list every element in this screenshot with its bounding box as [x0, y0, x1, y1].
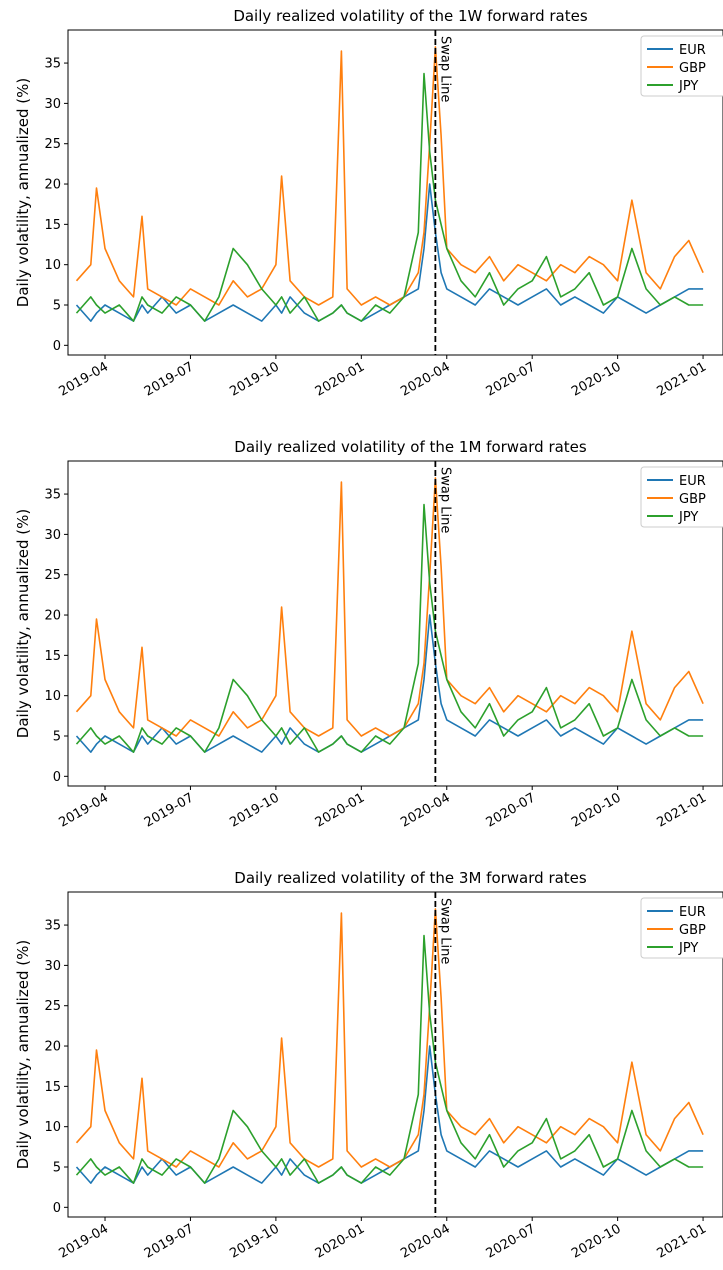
legend-label: GBP	[679, 923, 706, 938]
y-tick-label: 35	[44, 488, 61, 503]
y-tick-label: 25	[44, 568, 61, 583]
y-tick-label: 0	[53, 770, 61, 785]
y-tick-label: 15	[44, 1080, 61, 1095]
chart-title: Daily realized volatility of the 1M forw…	[234, 438, 587, 456]
y-axis-label: Daily volatility, annualized (%)	[14, 940, 32, 1169]
series-line	[75, 183, 704, 322]
y-tick-label: 5	[53, 1161, 61, 1176]
chart-title: Daily realized volatility of the 3M forw…	[234, 869, 587, 887]
series-line	[75, 614, 704, 753]
series-line	[75, 908, 704, 1168]
x-tick-label: 2020-10	[569, 790, 624, 830]
x-tick-label: 2020-07	[484, 1221, 539, 1261]
axes-frame	[67, 891, 723, 1218]
chart-title: Daily realized volatility of the 1W forw…	[233, 7, 588, 25]
y-tick-label: 20	[44, 178, 61, 193]
y-tick-label: 5	[53, 299, 61, 314]
y-tick-label: 15	[44, 649, 61, 664]
y-tick-label: 25	[44, 137, 61, 152]
series-line	[75, 934, 704, 1184]
y-tick-label: 10	[44, 1120, 61, 1135]
swap-line-label: Swap Line	[437, 36, 452, 102]
y-tick-label: 35	[44, 57, 61, 72]
legend-box	[640, 35, 723, 97]
y-tick-label: 30	[44, 97, 61, 112]
x-tick-label: 2021-01	[655, 1221, 710, 1261]
subplot: Daily realized volatility of the 3M forw…	[14, 869, 723, 1262]
x-tick-label: 2020-01	[313, 1221, 368, 1261]
x-tick-label: 2020-07	[484, 359, 539, 399]
x-tick-label: 2020-04	[398, 359, 453, 399]
y-tick-label: 5	[53, 730, 61, 745]
x-tick-label: 2020-01	[313, 359, 368, 399]
y-tick-label: 35	[44, 919, 61, 934]
x-tick-label: 2020-04	[398, 790, 453, 830]
x-tick-label: 2020-07	[484, 790, 539, 830]
x-tick-label: 2020-04	[398, 1221, 453, 1261]
plot-area	[75, 477, 704, 753]
y-tick-label: 20	[44, 609, 61, 624]
series-line	[75, 503, 704, 753]
legend-label: JPY	[678, 79, 698, 94]
x-tick-label: 2019-07	[142, 1221, 197, 1261]
subplot: Daily realized volatility of the 1W forw…	[14, 7, 723, 400]
y-tick-label: 0	[53, 1201, 61, 1216]
x-tick-label: 2019-07	[142, 790, 197, 830]
legend-label: GBP	[679, 492, 706, 507]
x-tick-label: 2020-10	[569, 359, 624, 399]
y-tick-label: 30	[44, 528, 61, 543]
axes-frame	[67, 29, 723, 356]
x-tick-label: 2019-10	[227, 790, 282, 830]
legend-box	[640, 897, 723, 959]
legend-label: JPY	[678, 941, 698, 956]
series-line	[75, 477, 704, 737]
axes-frame	[67, 460, 723, 787]
y-tick-label: 0	[53, 339, 61, 354]
legend-label: EUR	[679, 474, 706, 489]
x-tick-label: 2019-04	[56, 790, 111, 830]
series-line	[75, 46, 704, 306]
x-tick-label: 2019-10	[227, 1221, 282, 1261]
x-tick-label: 2019-04	[56, 359, 111, 399]
swap-line-label: Swap Line	[437, 467, 452, 533]
series-line	[75, 72, 704, 322]
legend-label: JPY	[678, 510, 698, 525]
x-tick-label: 2020-01	[313, 790, 368, 830]
y-tick-label: 25	[44, 999, 61, 1014]
x-tick-label: 2020-10	[569, 1221, 624, 1261]
x-tick-label: 2019-04	[56, 1221, 111, 1261]
subplot: Daily realized volatility of the 1M forw…	[14, 438, 723, 831]
plot-area	[75, 908, 704, 1184]
x-tick-label: 2021-01	[655, 790, 710, 830]
y-tick-label: 30	[44, 959, 61, 974]
legend-box	[640, 466, 723, 528]
y-axis-label: Daily volatility, annualized (%)	[14, 509, 32, 738]
y-tick-label: 15	[44, 218, 61, 233]
legend-label: EUR	[679, 43, 706, 58]
legend-label: EUR	[679, 905, 706, 920]
x-tick-label: 2019-10	[227, 359, 282, 399]
swap-line-label: Swap Line	[437, 898, 452, 964]
y-tick-label: 10	[44, 689, 61, 704]
legend-label: GBP	[679, 61, 706, 76]
y-tick-label: 20	[44, 1040, 61, 1055]
series-line	[75, 1045, 704, 1184]
x-tick-label: 2021-01	[655, 359, 710, 399]
y-axis-label: Daily volatility, annualized (%)	[14, 78, 32, 307]
plot-area	[75, 46, 704, 322]
x-tick-label: 2019-07	[142, 359, 197, 399]
y-tick-label: 10	[44, 258, 61, 273]
